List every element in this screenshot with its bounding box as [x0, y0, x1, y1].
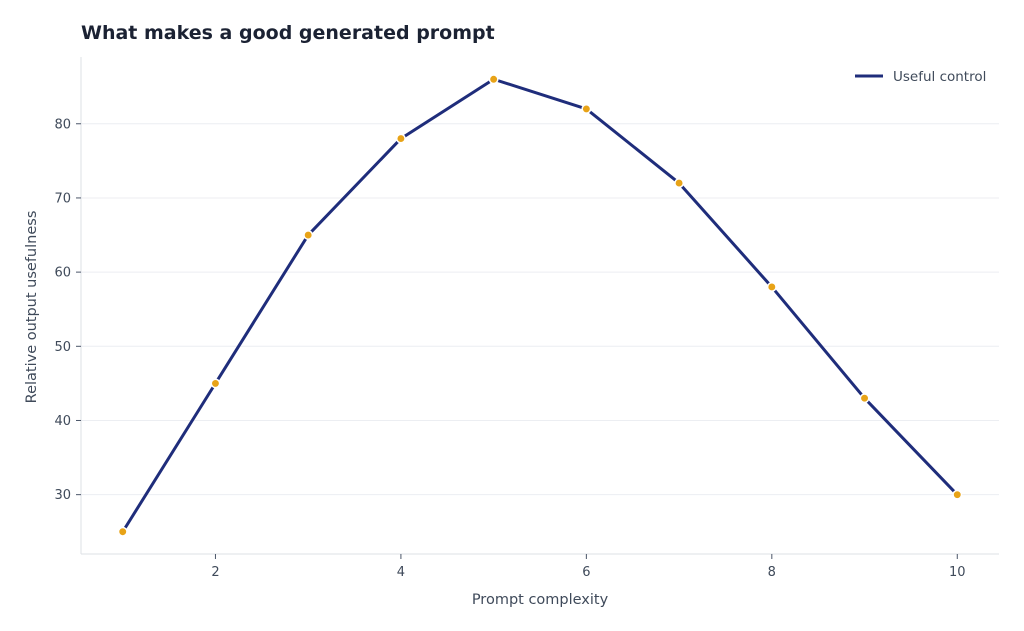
y-tick-label: 60 — [54, 266, 71, 281]
series-line — [121, 77, 959, 534]
legend: Useful control — [855, 69, 986, 85]
x-tick-label: 6 — [582, 565, 590, 580]
data-point — [674, 178, 685, 189]
x-axis-ticks: 2 4 6 8 10 — [211, 554, 966, 580]
data-point — [395, 133, 406, 144]
data-point — [766, 282, 777, 292]
data-point — [488, 74, 499, 85]
y-tick-label: 70 — [54, 191, 71, 206]
x-axis-label: Prompt complexity — [472, 592, 609, 608]
y-tick-label: 50 — [54, 340, 71, 355]
y-axis-label: Relative output usefulness — [24, 211, 40, 404]
data-point — [952, 489, 963, 500]
data-point — [303, 230, 314, 240]
legend-label: Useful control — [893, 69, 986, 85]
data-point — [117, 526, 128, 537]
y-tick-label: 40 — [54, 414, 71, 429]
series-group — [117, 74, 963, 537]
y-tick-label: 30 — [54, 488, 71, 503]
y-axis-ticks: 30 40 50 60 70 80 — [54, 117, 81, 503]
x-tick-label: 2 — [211, 565, 219, 580]
x-tick-label: 10 — [949, 565, 966, 580]
x-tick-label: 4 — [397, 565, 405, 580]
y-tick-label: 80 — [54, 117, 71, 132]
data-point — [859, 393, 870, 404]
chart-title: What makes a good generated prompt — [81, 22, 495, 44]
data-point — [210, 378, 221, 389]
data-point — [581, 103, 592, 114]
axes — [80, 57, 999, 555]
gridlines — [81, 123, 999, 496]
x-tick-label: 8 — [768, 565, 776, 580]
